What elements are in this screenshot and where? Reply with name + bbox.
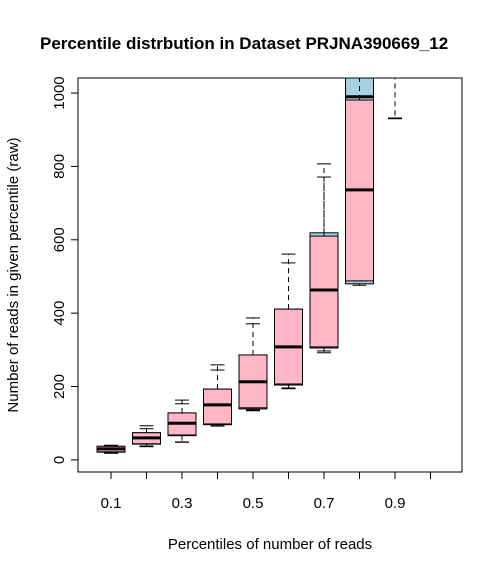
x-tick-label: 0.3 bbox=[172, 495, 193, 512]
y-tick-label: 800 bbox=[51, 154, 68, 179]
plot-frame bbox=[77, 77, 463, 473]
box bbox=[203, 388, 232, 425]
x-axis-label: Percentiles of number of reads bbox=[168, 536, 372, 553]
y-tick-label: 1000 bbox=[51, 76, 68, 109]
x-tick-label: 0.9 bbox=[385, 495, 406, 512]
y-tick-label: 200 bbox=[51, 374, 68, 399]
x-tick-label: 0.7 bbox=[314, 495, 335, 512]
plot-area bbox=[96, 78, 402, 454]
x-tick-label: 0.1 bbox=[101, 495, 122, 512]
y-tick-label: 400 bbox=[51, 301, 68, 326]
x-tick-label: 0.5 bbox=[243, 495, 264, 512]
y-tick-label: 600 bbox=[51, 227, 68, 252]
chart-title: Percentile distrbution in Dataset PRJNA3… bbox=[40, 34, 448, 53]
y-tick-label: 0 bbox=[51, 456, 68, 464]
y-axis-label: Number of reads in given percentile (raw… bbox=[5, 137, 22, 412]
